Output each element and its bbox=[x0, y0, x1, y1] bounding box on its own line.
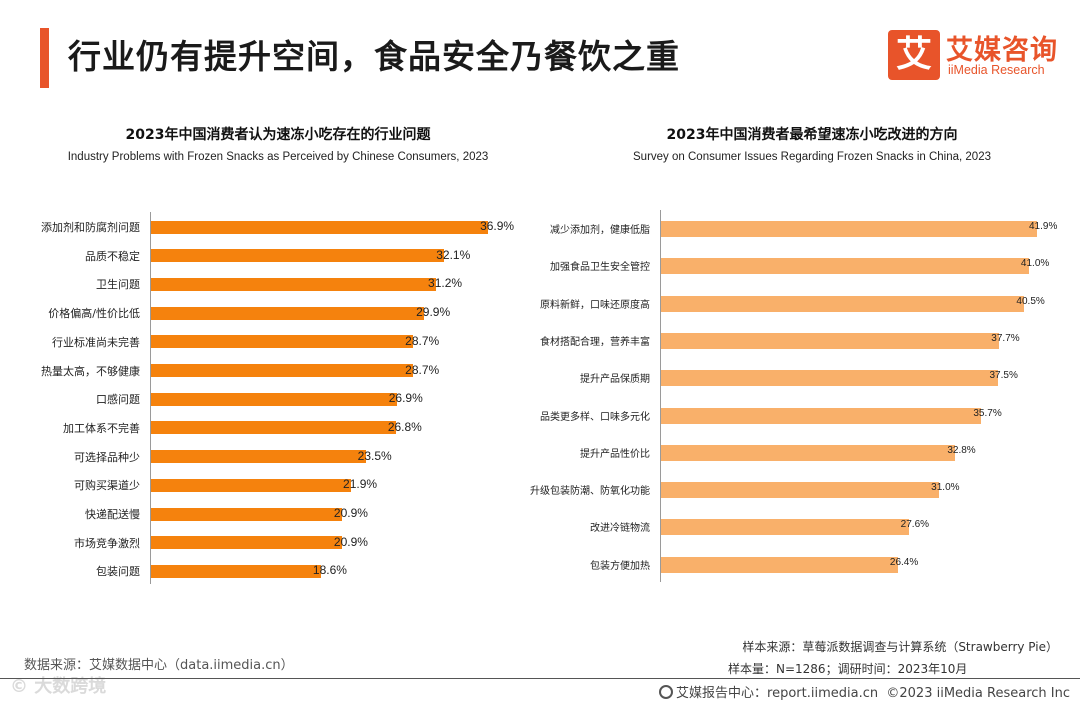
category-label: 包装方便加热 bbox=[590, 560, 650, 572]
value-label: 31.0% bbox=[931, 482, 960, 494]
copyright: ©2023 iiMedia Research Inc bbox=[886, 686, 1070, 701]
category-label: 升级包装防潮、防氧化功能 bbox=[530, 486, 650, 498]
right-chart-title: 2023年中国消费者最希望速冻小吃改进的方向 bbox=[666, 127, 958, 143]
sample-size: 样本量：N=1286；调研时间：2023年10月 bbox=[728, 662, 968, 676]
value-label: 32.8% bbox=[947, 444, 976, 456]
category-label: 快递配送慢 bbox=[85, 508, 140, 521]
value-label: 37.5% bbox=[989, 370, 1018, 382]
bar bbox=[151, 450, 366, 464]
right-chart-subtitle: Survey on Consumer Issues Regarding Froz… bbox=[633, 151, 991, 163]
category-label: 卫生问题 bbox=[96, 278, 140, 292]
value-label: 28.7% bbox=[405, 362, 440, 377]
bar bbox=[151, 392, 397, 406]
left-chart-subtitle: Industry Problems with Frozen Snacks as … bbox=[67, 151, 489, 163]
logo-cn-text: 艾媒咨询 bbox=[946, 35, 1058, 66]
category-label: 热量太高，不够健康 bbox=[41, 364, 140, 378]
right-chart-axis bbox=[660, 210, 661, 582]
category-label: 改进冷链物流 bbox=[590, 523, 650, 535]
bar bbox=[151, 364, 414, 377]
bar bbox=[151, 220, 489, 234]
value-label: 18.6% bbox=[312, 563, 347, 578]
bar bbox=[151, 507, 342, 521]
bar bbox=[661, 482, 940, 499]
bar bbox=[151, 421, 396, 435]
footer-divider bbox=[0, 678, 1080, 679]
bar bbox=[661, 332, 1000, 349]
category-label: 原料新鲜，口味还原度高 bbox=[540, 299, 650, 311]
category-label: 减少添加剂，健康低脂 bbox=[550, 225, 650, 236]
bar bbox=[661, 258, 1029, 275]
value-label: 27.6% bbox=[900, 519, 930, 531]
sample-source: 样本来源：草莓派数据调查与计算系统（Strawberry Pie） bbox=[742, 640, 1058, 654]
globe-icon bbox=[659, 685, 674, 699]
value-label: 41.9% bbox=[1029, 221, 1058, 232]
bar bbox=[661, 295, 1025, 312]
value-label: 41.0% bbox=[1020, 258, 1050, 270]
watermark: © 大数跨境 bbox=[10, 676, 107, 697]
bar bbox=[661, 370, 998, 387]
value-label: 26.9% bbox=[388, 391, 423, 406]
category-label: 可选择品种少 bbox=[74, 450, 140, 464]
bar bbox=[661, 444, 956, 461]
left-chart-title: 2023年中国消费者认为速冻小吃存在的行业问题 bbox=[125, 127, 431, 143]
value-label: 40.5% bbox=[1016, 295, 1045, 307]
page-title: 行业仍有提升空间，食品安全乃餐饮之重 bbox=[68, 37, 680, 76]
category-label: 可购买渠道少 bbox=[74, 479, 140, 493]
category-label: 食材搭配合理，营养丰富 bbox=[540, 336, 650, 348]
logo-mark-icon: 艾 bbox=[888, 30, 940, 80]
bar bbox=[151, 277, 437, 291]
title-accent-bar bbox=[40, 28, 49, 88]
data-source: 数据来源：艾媒数据中心（data.iimedia.cn） bbox=[24, 658, 294, 673]
bar bbox=[661, 221, 1037, 237]
category-label: 加工体系不完善 bbox=[63, 421, 140, 435]
category-label: 品类更多样、口味多元化 bbox=[540, 411, 650, 423]
bar bbox=[661, 556, 898, 573]
category-label: 添加剂和防腐剂问题 bbox=[41, 221, 140, 234]
category-label: 市场竞争激烈 bbox=[74, 536, 140, 550]
category-label: 口感问题 bbox=[96, 393, 140, 407]
logo-en-text: iiMedia Research bbox=[948, 63, 1045, 77]
value-label: 26.8% bbox=[387, 419, 422, 434]
category-label: 提升产品保质期 bbox=[580, 374, 650, 386]
footer-right: 艾媒报告中心：report.iimedia.cn ©2023 iiMedia R… bbox=[659, 682, 1070, 701]
bar bbox=[151, 249, 445, 263]
iimedia-logo: 艾 艾媒咨询 iiMedia Research bbox=[888, 30, 1063, 82]
category-label: 价格偏高/性价比低 bbox=[48, 307, 140, 321]
category-label: 包装问题 bbox=[96, 565, 140, 579]
value-label: 37.7% bbox=[991, 332, 1020, 344]
value-label: 20.9% bbox=[333, 534, 368, 549]
value-label: 35.7% bbox=[973, 407, 1002, 419]
value-label: 32.1% bbox=[436, 247, 471, 262]
value-label: 21.9% bbox=[343, 477, 378, 492]
value-label: 20.9% bbox=[333, 506, 368, 520]
value-label: 31.2% bbox=[428, 276, 463, 291]
value-label: 28.7% bbox=[405, 333, 440, 348]
bar bbox=[151, 564, 321, 578]
bar bbox=[151, 335, 414, 349]
category-label: 提升产品性价比 bbox=[580, 448, 650, 460]
value-label: 23.5% bbox=[357, 448, 392, 463]
category-label: 行业标准尚未完善 bbox=[52, 335, 140, 349]
value-label: 29.9% bbox=[416, 305, 451, 320]
bar bbox=[151, 306, 425, 320]
report-center-link[interactable]: 艾媒报告中心：report.iimedia.cn bbox=[676, 686, 879, 701]
value-label: 26.4% bbox=[889, 556, 919, 568]
left-chart-axis bbox=[150, 212, 151, 584]
value-label: 36.9% bbox=[480, 219, 515, 233]
bar bbox=[151, 478, 352, 492]
bar bbox=[151, 536, 342, 550]
category-label: 品质不稳定 bbox=[85, 249, 140, 263]
category-label: 加强食品卫生安全管控 bbox=[550, 262, 650, 274]
bar bbox=[661, 407, 982, 424]
bar bbox=[661, 519, 909, 536]
